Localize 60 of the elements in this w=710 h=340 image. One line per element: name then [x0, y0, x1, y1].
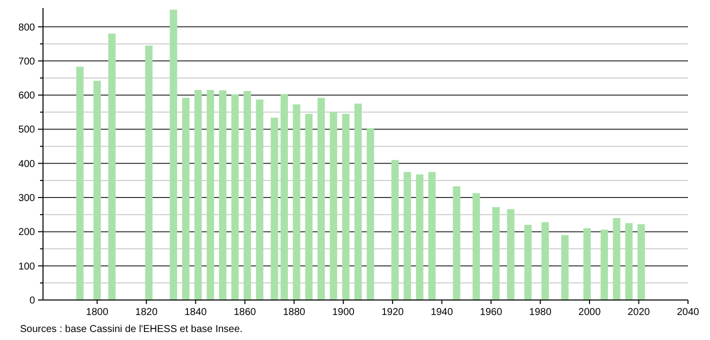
bar: [366, 128, 374, 300]
bar: [292, 104, 300, 300]
bar: [404, 172, 412, 300]
bar: [612, 218, 620, 300]
y-tick-label: 400: [18, 158, 36, 170]
x-tick-label: 1820: [135, 307, 158, 318]
bar: [583, 228, 591, 300]
bar: [524, 224, 532, 300]
x-tick-label: 1840: [184, 307, 208, 318]
bar: [428, 172, 436, 300]
y-tick-label: 800: [18, 22, 36, 34]
x-tick-label: 1980: [529, 307, 552, 318]
bar: [170, 10, 178, 300]
x-tick-label: 1880: [282, 307, 306, 318]
bar: [182, 98, 190, 300]
bar: [145, 46, 153, 300]
bar: [219, 90, 226, 300]
bar: [638, 224, 645, 300]
bar: [76, 66, 84, 300]
bar: [625, 223, 633, 300]
bar: [305, 114, 313, 300]
x-tick-label: 1800: [86, 307, 109, 318]
y-tick-label: 500: [18, 124, 36, 136]
x-tick-label: 1900: [332, 307, 355, 318]
bar: [416, 174, 424, 300]
bar: [472, 193, 480, 300]
source-note: Sources : base Cassini de l'EHESS et base Insee.: [20, 324, 243, 335]
x-tick-label: 1960: [480, 307, 503, 318]
x-tick-label: 2000: [578, 307, 602, 318]
bar: [256, 100, 264, 300]
bar: [206, 90, 214, 300]
bar: [354, 104, 362, 300]
bar: [270, 118, 278, 300]
bar: [542, 222, 549, 300]
bar: [93, 80, 101, 300]
y-tick-label: 100: [18, 261, 36, 272]
bar: [561, 235, 569, 300]
y-tick-label: 300: [18, 193, 36, 204]
y-tick-label: 0: [29, 296, 36, 306]
x-tick-label: 2020: [628, 307, 650, 318]
bar: [317, 98, 325, 300]
y-tick-label: 200: [18, 227, 36, 238]
bar: [600, 230, 608, 300]
bar: [244, 90, 252, 300]
bar: [280, 94, 288, 300]
bar: [342, 114, 350, 300]
y-tick-label: 700: [18, 56, 36, 68]
x-tick-label: 1860: [234, 307, 256, 318]
bar: [231, 94, 239, 300]
bar: [108, 34, 116, 300]
x-tick-label: 1920: [381, 307, 404, 318]
bar: [194, 90, 202, 300]
x-tick-label: 2040: [676, 307, 700, 318]
bar: [391, 160, 399, 300]
x-tick-label: 1940: [430, 307, 454, 318]
bar: [452, 186, 460, 300]
y-tick-label: 600: [18, 90, 36, 102]
bar: [507, 209, 514, 300]
bar: [330, 112, 338, 300]
bar: [492, 207, 500, 300]
